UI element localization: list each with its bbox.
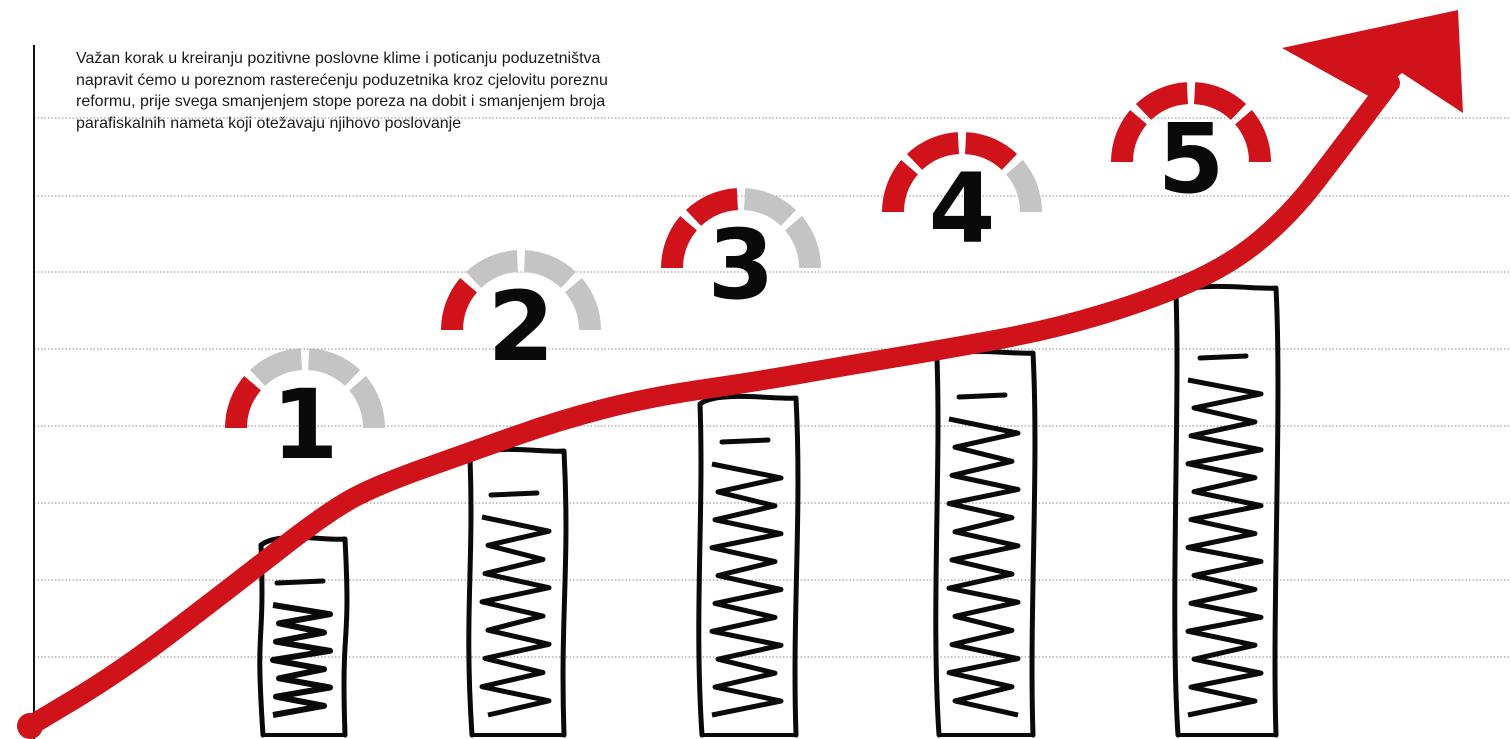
gauge-segment xyxy=(1235,110,1271,162)
bar-mark xyxy=(956,392,1008,400)
gauge-segment xyxy=(685,188,738,226)
gauge-segment xyxy=(906,132,959,170)
scribbled-bar-icon xyxy=(1172,283,1281,738)
gauge-segment xyxy=(565,278,601,330)
step-number: 1 xyxy=(272,369,339,481)
gauge-segment xyxy=(249,348,302,386)
gauge-icon: 2 xyxy=(441,250,601,383)
gauge-segment xyxy=(1006,160,1042,212)
gauge-segment xyxy=(1194,82,1247,120)
gauges: 1 2 3 4 5 xyxy=(225,82,1271,481)
gauge-segment xyxy=(1135,82,1188,120)
bar-scribble xyxy=(1185,377,1264,718)
intro-text: Važan korak u kreiranju pozitivne poslov… xyxy=(76,50,608,132)
gauge-icon: 3 xyxy=(661,188,821,321)
rising-arrow-icon xyxy=(17,10,1463,739)
scribbled-bar-icon xyxy=(696,393,801,738)
gauge-segment xyxy=(744,188,797,226)
gauge-segment xyxy=(1111,110,1147,162)
gauge-segment xyxy=(465,250,518,288)
step-number: 5 xyxy=(1158,103,1225,215)
step-number: 2 xyxy=(488,271,555,383)
arrow-head xyxy=(1282,10,1463,113)
scribbled-bars xyxy=(257,283,1281,738)
gauge-icon: 1 xyxy=(225,348,385,481)
gauge-segment xyxy=(225,376,261,428)
scribbled-bar-icon xyxy=(933,348,1038,738)
gauge-icon: 5 xyxy=(1111,82,1271,215)
arrow-start xyxy=(17,713,43,739)
step-number: 4 xyxy=(929,153,996,265)
gauge-segment xyxy=(349,376,385,428)
bar-scribble xyxy=(946,416,1021,718)
bar-mark xyxy=(274,578,326,586)
gauge-segment xyxy=(441,278,477,330)
arrow-shaft xyxy=(18,73,1400,737)
gauge-segment xyxy=(785,216,821,268)
bar-mark xyxy=(488,490,540,498)
gauge-segment xyxy=(524,250,577,288)
bar-scribble xyxy=(709,461,784,718)
gauge-segment xyxy=(965,132,1018,170)
gauge-icon: 4 xyxy=(882,132,1042,265)
gauge-segment xyxy=(308,348,361,386)
gauge-segment xyxy=(882,160,918,212)
bar-outline xyxy=(696,393,801,738)
scribbled-bar-icon xyxy=(466,446,569,738)
bar-outline xyxy=(933,348,1038,738)
gauge-segment xyxy=(661,216,697,268)
bar-scribble xyxy=(270,602,333,718)
bar-outline xyxy=(466,446,569,738)
bar-mark xyxy=(719,437,771,445)
bar-scribble xyxy=(479,514,552,718)
bar-outline xyxy=(1172,283,1281,738)
step-number: 3 xyxy=(708,209,775,321)
bar-mark xyxy=(1197,353,1249,361)
